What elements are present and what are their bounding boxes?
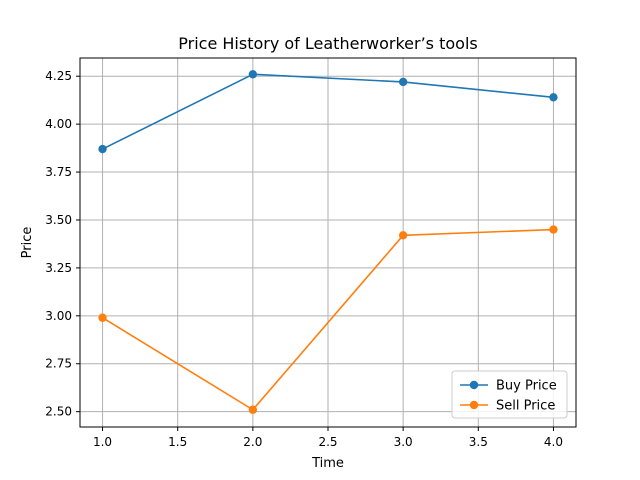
sell-price-point <box>549 225 558 234</box>
x-tick-label: 1.5 <box>168 435 187 449</box>
series-layer <box>98 70 558 414</box>
y-tick-label: 3.50 <box>45 213 72 227</box>
x-tick-label: 3.0 <box>394 435 413 449</box>
legend-label-sell-price: Sell Price <box>496 399 555 414</box>
y-axis-label: Price <box>20 227 35 259</box>
x-tick-label: 2.5 <box>318 435 337 449</box>
legend-label-buy-price: Buy Price <box>496 379 557 394</box>
legend-box <box>451 370 568 419</box>
legend: Buy Price Sell Price <box>451 370 568 419</box>
x-tick-label: 1.0 <box>93 435 112 449</box>
x-tick-label: 3.5 <box>469 435 488 449</box>
buy-price-point <box>398 77 408 87</box>
buy-price-point <box>549 93 558 102</box>
grid <box>80 58 576 427</box>
y-tick-label: 2.75 <box>45 357 72 371</box>
ticks: 1.0 1.5 2.0 2.5 3.0 3.5 4.0 2.50 2.75 3.00 3.25 3.5… <box>45 69 563 449</box>
sell-price-point <box>248 405 258 414</box>
x-tick-label: 2.0 <box>243 435 262 449</box>
y-tick-label: 4.00 <box>45 117 72 131</box>
sell-price-point <box>398 231 408 240</box>
y-tick-label: 3.25 <box>45 261 72 275</box>
buy-price-point <box>98 144 107 154</box>
legend-marker-sell-price <box>469 400 479 410</box>
sell-price-point <box>98 313 107 322</box>
legend-marker-buy-price <box>469 380 479 390</box>
chart-title: Price History of Leatherworker’s tools <box>178 34 477 53</box>
y-tick-label: 2.50 <box>45 405 72 419</box>
buy-price-line <box>102 73 554 150</box>
sell-price-line <box>102 228 554 411</box>
y-tick-label: 4.25 <box>45 69 72 83</box>
y-tick-label: 3.00 <box>45 309 72 323</box>
x-axis-label: Time <box>311 456 344 471</box>
x-tick-label: 4.0 <box>544 435 563 449</box>
buy-price-point <box>248 70 258 79</box>
y-tick-label: 3.75 <box>45 165 72 179</box>
